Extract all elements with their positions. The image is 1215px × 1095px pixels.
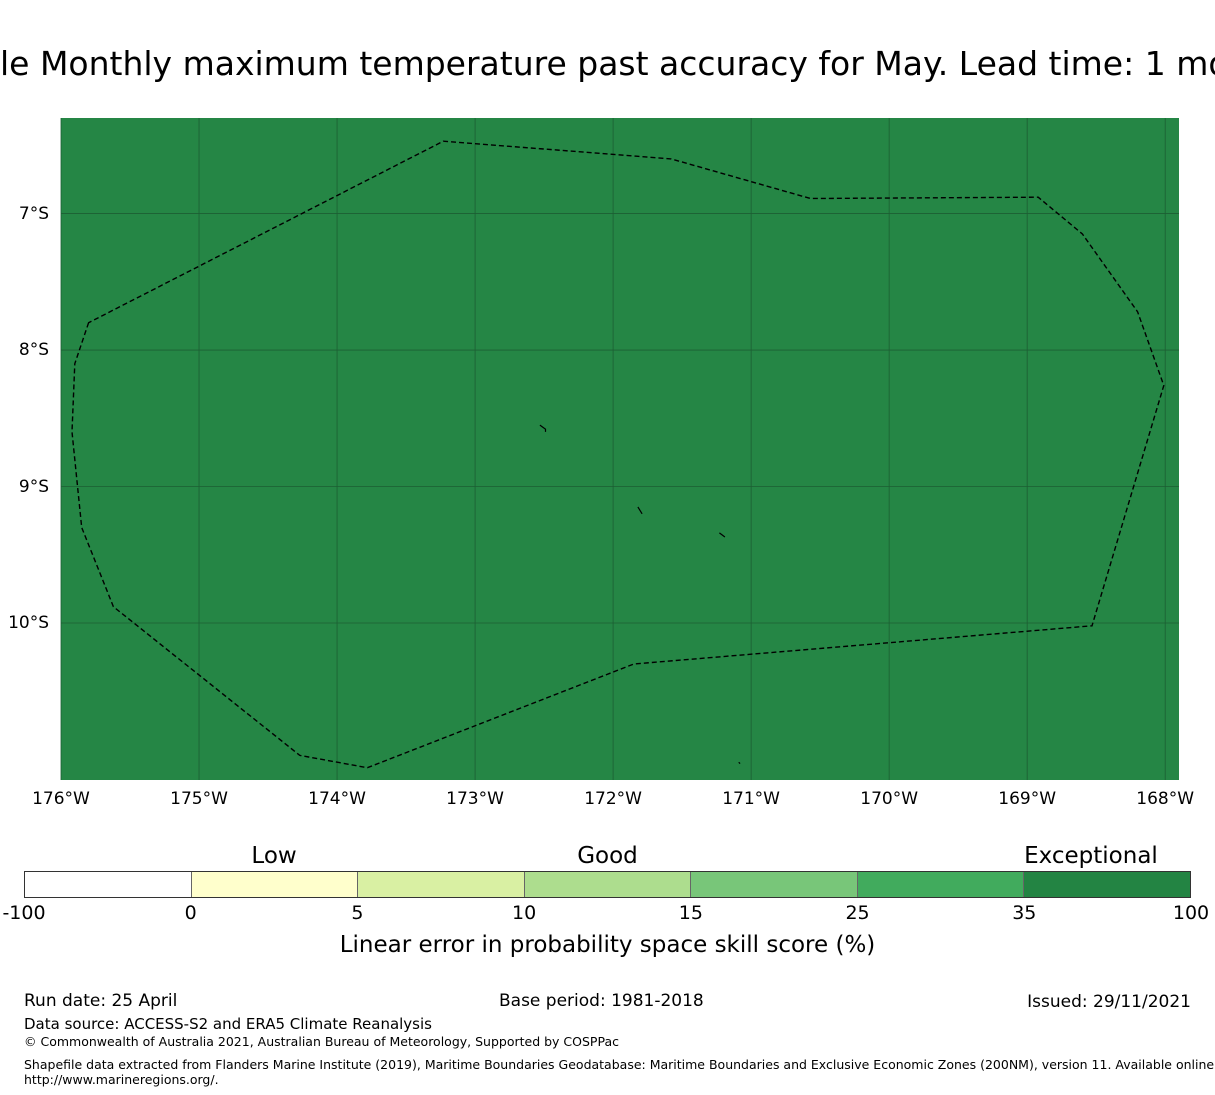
- latitude-label: 7°S: [18, 203, 49, 224]
- colorbar-tick-label: -100: [2, 902, 46, 924]
- colorbar-tick-label: 15: [678, 902, 703, 924]
- colorbar-tick-label: 10: [512, 902, 537, 924]
- colorbar: [24, 871, 1191, 898]
- colorbar-segment: [524, 872, 692, 897]
- longitude-label: 172°W: [584, 789, 642, 809]
- latitude-label: 9°S: [18, 476, 49, 497]
- colorbar-category-label: Good: [577, 843, 638, 869]
- page-title: le Monthly maximum temperature past accu…: [0, 44, 1215, 83]
- colorbar-tick-label: 100: [1172, 902, 1210, 924]
- base-period: Base period: 1981-2018: [499, 991, 704, 1011]
- colorbar-segment: [358, 872, 525, 897]
- issued-date: Issued: 29/11/2021: [1027, 992, 1191, 1012]
- data-source: Data source: ACCESS-S2 and ERA5 Climate …: [24, 1015, 432, 1033]
- latitude-label: 10°S: [8, 613, 49, 634]
- colorbar-segment: [191, 872, 359, 897]
- colorbar-segment: [691, 872, 858, 897]
- longitude-label: 170°W: [860, 789, 919, 809]
- longitude-label: 168°W: [1136, 789, 1195, 809]
- island-outline: [637, 506, 643, 515]
- longitude-label: 173°W: [446, 789, 504, 809]
- shapefile-credit-line2: http://www.marineregions.org/.: [24, 1072, 219, 1087]
- colorbar-tick-label: 5: [351, 902, 364, 924]
- colorbar-tick-label: 0: [184, 902, 197, 924]
- islands: [539, 424, 741, 765]
- longitude-label: 169°W: [998, 789, 1057, 809]
- eez-boundary: [71, 140, 1165, 769]
- longitude-label: 174°W: [308, 789, 366, 809]
- colorbar-tick-label: 25: [845, 902, 870, 924]
- longitude-label: 175°W: [170, 789, 228, 809]
- shapefile-credit-line1: Shapefile data extracted from Flanders M…: [24, 1057, 1215, 1072]
- colorbar-label: Linear error in probability space skill …: [339, 932, 876, 958]
- island-outline: [738, 761, 741, 765]
- gridlines: [60, 118, 1179, 780]
- island-outline: [539, 424, 547, 432]
- copyright: © Commonwealth of Australia 2021, Austra…: [24, 1034, 619, 1049]
- colorbar-category-label: Low: [251, 843, 297, 869]
- longitude-label: 171°W: [722, 789, 780, 809]
- colorbar-tick-label: 35: [1012, 902, 1037, 924]
- map-plot: [60, 118, 1179, 780]
- colorbar-segment: [857, 872, 1025, 897]
- island-outline: [719, 532, 726, 538]
- colorbar-segment: [1024, 872, 1191, 897]
- longitude-label: 176°W: [32, 789, 90, 809]
- run-date: Run date: 25 April: [24, 991, 178, 1011]
- map-background: [61, 118, 1179, 780]
- latitude-label: 8°S: [18, 340, 49, 361]
- colorbar-category-label: Exceptional: [1024, 843, 1158, 869]
- colorbar-segment: [25, 872, 192, 897]
